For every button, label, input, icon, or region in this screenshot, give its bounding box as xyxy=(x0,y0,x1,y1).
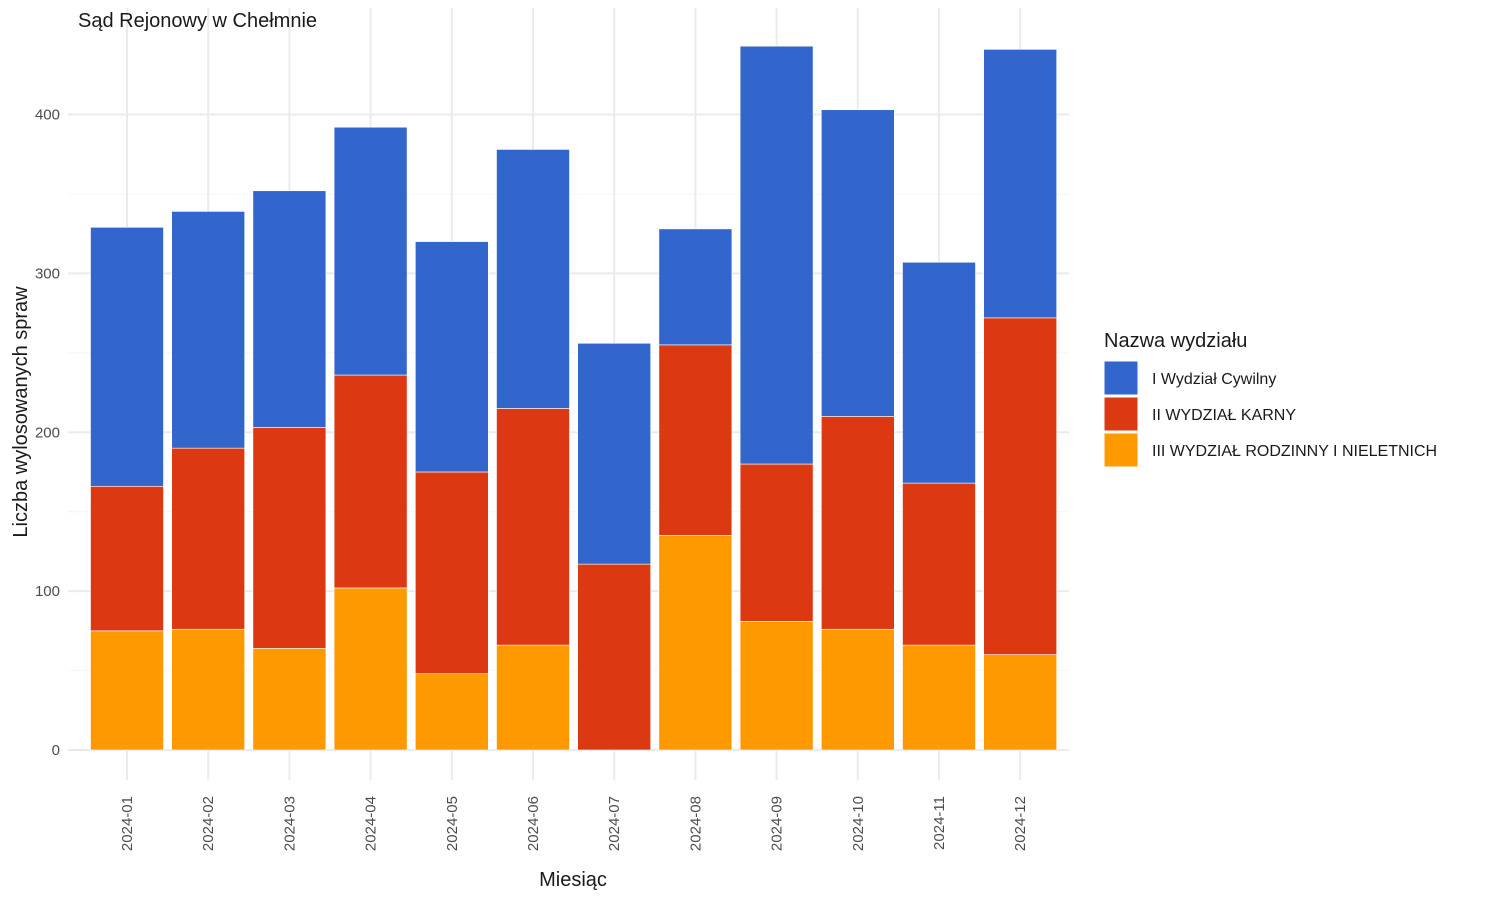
x-tick-label: 2024-10 xyxy=(850,796,867,851)
x-tick-label: 2024-05 xyxy=(444,796,461,851)
bar-segment: II WYDZIAŁ KARNY 2024-02: 114 xyxy=(171,447,245,630)
y-axis-title: Liczba wylosowanych spraw xyxy=(10,286,32,538)
bar-segment: I Wydział Cywilny 2024-02: 149 xyxy=(171,211,245,449)
bar-segment: I Wydział Cywilny 2024-07: 139 xyxy=(577,342,652,565)
legend-label: I Wydział Cywilny xyxy=(1152,371,1276,388)
x-tick-label: 2024-11 xyxy=(931,796,948,850)
bar-segment: I Wydział Cywilny 2024-06: 163 xyxy=(496,149,570,409)
legend-swatch xyxy=(1103,360,1139,396)
y-tick-label: 200 xyxy=(35,424,60,441)
y-tick-label: 300 xyxy=(35,265,60,282)
bar-segment: II WYDZIAŁ KARNY 2024-06: 149 xyxy=(496,408,570,646)
bar-segment: I Wydział Cywilny 2024-09: 263 xyxy=(739,45,814,465)
bar-segment: I Wydział Cywilny 2024-03: 149 xyxy=(252,190,327,428)
x-tick-label: 2024-01 xyxy=(119,796,136,851)
chart-title: Sąd Rejonowy w Chełmnie xyxy=(78,10,317,32)
y-axis-ticks: 0 100 200 300 400 xyxy=(35,107,60,760)
x-axis-title: Miesiąc xyxy=(539,869,607,891)
y-tick-label: 100 xyxy=(35,583,60,600)
bar-segment: III WYDZIAŁ RODZINNY I NIELETNICH 2024-0… xyxy=(414,673,489,751)
legend-title: Nazwa wydziału xyxy=(1104,330,1247,352)
bar-segment: II WYDZIAŁ KARNY 2024-10: 134 xyxy=(820,416,895,630)
legend: Nazwa wydziału I Wydział Cywilny II WYDZI… xyxy=(1103,330,1437,468)
legend-swatch xyxy=(1103,432,1139,468)
bar-segment: III WYDZIAŁ RODZINNY I NIELETNICH 2024-0… xyxy=(171,628,245,751)
bar-segment: III WYDZIAŁ RODZINNY I NIELETNICH 2024-0… xyxy=(658,535,733,751)
bar-segment: I Wydział Cywilny 2024-01: 163 xyxy=(90,227,164,487)
legend-swatch xyxy=(1103,396,1139,432)
bar-segment: I Wydział Cywilny 2024-12: 169 xyxy=(983,49,1058,319)
x-tick-label: 2024-12 xyxy=(1012,796,1029,851)
x-tick-label: 2024-08 xyxy=(687,796,704,851)
bar-segment: I Wydział Cywilny 2024-10: 193 xyxy=(820,109,895,417)
bar-segment: II WYDZIAŁ KARNY 2024-05: 127 xyxy=(414,471,489,675)
legend-label: III WYDZIAŁ RODZINNY I NIELETNICH xyxy=(1152,443,1437,460)
bar-segment: I Wydział Cywilny 2024-08: 73 xyxy=(658,228,733,346)
bar-segment: II WYDZIAŁ KARNY 2024-04: 134 xyxy=(333,374,408,589)
x-tick-label: 2024-09 xyxy=(769,796,786,851)
bar-segment: II WYDZIAŁ KARNY 2024-12: 212 xyxy=(983,317,1058,655)
bar-segment: II WYDZIAŁ KARNY 2024-07: 117 xyxy=(577,563,652,751)
bar-segment: I Wydział Cywilny 2024-05: 145 xyxy=(414,241,489,473)
x-tick-label: 2024-04 xyxy=(363,796,380,851)
bar-segment: II WYDZIAŁ KARNY 2024-11: 102 xyxy=(902,482,976,646)
bar-segment: III WYDZIAŁ RODZINNY I NIELETNICH 2024-0… xyxy=(739,621,814,751)
y-tick-label: 400 xyxy=(35,107,60,124)
x-tick-label: 2024-02 xyxy=(200,796,217,851)
bar-segment: II WYDZIAŁ KARNY 2024-01: 91 xyxy=(90,485,164,632)
bar-segment: II WYDZIAŁ KARNY 2024-03: 139 xyxy=(252,427,327,649)
bar-segment: II WYDZIAŁ KARNY 2024-09: 99 xyxy=(739,463,814,622)
x-tick-label: 2024-07 xyxy=(606,796,623,851)
bar-segment: II WYDZIAŁ KARNY 2024-08: 120 xyxy=(658,344,733,536)
legend-label: II WYDZIAŁ KARNY xyxy=(1152,407,1296,424)
x-tick-label: 2024-03 xyxy=(281,796,298,851)
bars-layer: III WYDZIAŁ RODZINNY I NIELETNICH 2024-0… xyxy=(90,45,1058,751)
bar-segment: III WYDZIAŁ RODZINNY I NIELETNICH 2024-0… xyxy=(90,630,164,751)
bar-segment: III WYDZIAŁ RODZINNY I NIELETNICH 2024-0… xyxy=(333,587,408,751)
y-tick-label: 0 xyxy=(52,742,60,759)
x-axis-ticks: 2024-01 2024-02 2024-03 2024-04 2024-05 2024-… xyxy=(119,796,1029,851)
bar-segment: III WYDZIAŁ RODZINNY I NIELETNICH 2024-0… xyxy=(252,648,327,751)
bar-segment: III WYDZIAŁ RODZINNY I NIELETNICH 2024-1… xyxy=(902,644,976,751)
x-tick-label: 2024-06 xyxy=(525,796,542,851)
bar-segment: III WYDZIAŁ RODZINNY I NIELETNICH 2024-1… xyxy=(983,654,1058,751)
bar-segment: I Wydział Cywilny 2024-11: 139 xyxy=(902,261,976,484)
bar-segment: III WYDZIAŁ RODZINNY I NIELETNICH 2024-1… xyxy=(820,628,895,751)
bar-segment: III WYDZIAŁ RODZINNY I NIELETNICH 2024-0… xyxy=(496,644,570,751)
bar-segment: I Wydział Cywilny 2024-04: 156 xyxy=(333,126,408,376)
